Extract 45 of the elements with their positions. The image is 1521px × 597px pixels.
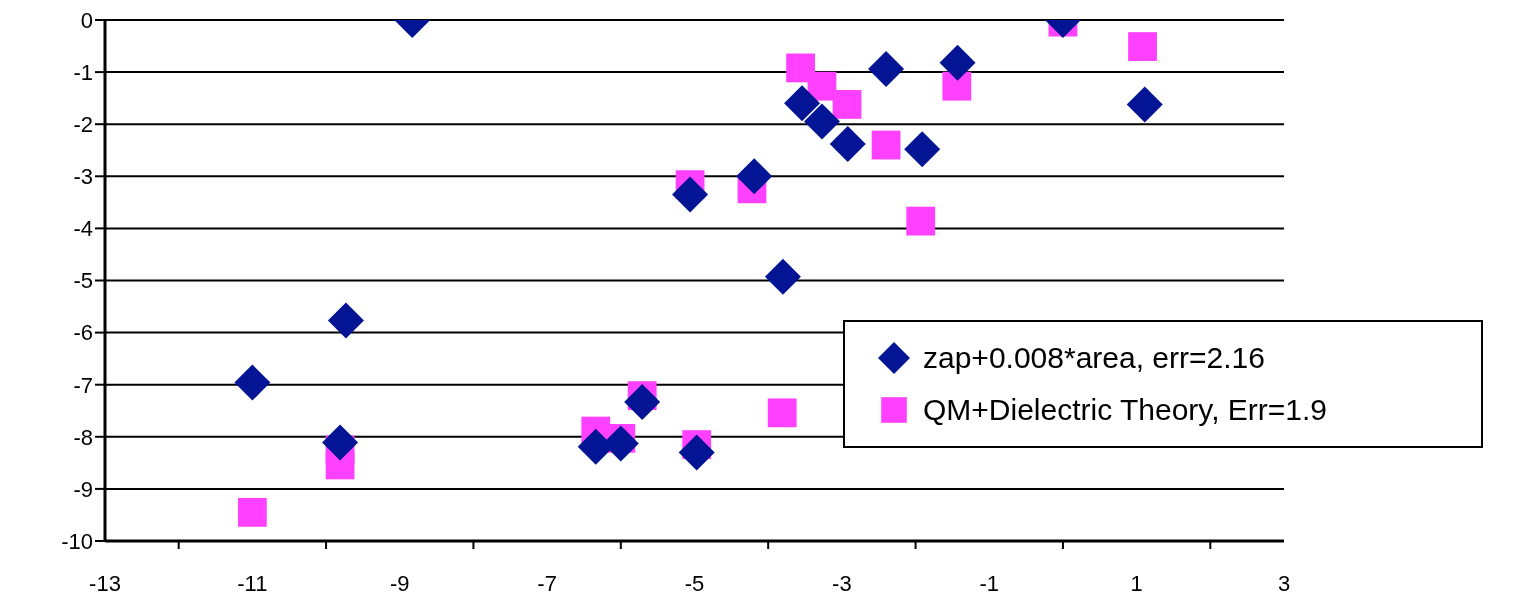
x-tick-label: -7 bbox=[537, 571, 557, 596]
point bbox=[624, 383, 661, 420]
x-tick-label: -9 bbox=[389, 571, 410, 596]
x-tick-label: 3 bbox=[1277, 571, 1291, 596]
point bbox=[234, 364, 271, 401]
y-tick-label: -6 bbox=[73, 320, 93, 346]
point bbox=[767, 398, 797, 428]
y-tick-label: -4 bbox=[73, 216, 93, 242]
legend-label: zap+0.008*area, err=2.16 bbox=[923, 341, 1265, 375]
y-tick-label: -7 bbox=[73, 372, 93, 398]
y-tick-label: -5 bbox=[73, 268, 93, 294]
y-tick-label: -1 bbox=[73, 59, 93, 85]
point bbox=[904, 131, 941, 168]
point bbox=[871, 130, 901, 160]
point bbox=[784, 85, 821, 122]
y-tick-label: -9 bbox=[73, 476, 93, 502]
y-tick-label: -2 bbox=[73, 112, 93, 138]
point bbox=[868, 50, 905, 87]
point bbox=[672, 176, 709, 213]
point bbox=[786, 53, 816, 83]
point bbox=[803, 103, 840, 140]
y-tick-label: -10 bbox=[61, 528, 93, 554]
point bbox=[764, 258, 801, 295]
point bbox=[237, 497, 267, 527]
point bbox=[942, 71, 972, 101]
x-tick-label: -13 bbox=[89, 571, 121, 596]
x-tick-label: -5 bbox=[684, 571, 705, 596]
x-tick-label: 1 bbox=[1130, 571, 1143, 596]
legend-label: QM+Dielectric Theory, Err=1.9 bbox=[923, 393, 1328, 427]
y-tick-label: -3 bbox=[73, 164, 93, 190]
point bbox=[322, 424, 359, 461]
y-tick-label: -8 bbox=[73, 424, 93, 450]
point bbox=[829, 126, 866, 162]
point bbox=[1128, 32, 1157, 61]
y-tick-label: 0 bbox=[80, 7, 93, 33]
point bbox=[832, 90, 862, 119]
point bbox=[939, 44, 976, 81]
point bbox=[906, 206, 936, 236]
point bbox=[327, 302, 364, 339]
point bbox=[678, 434, 715, 471]
point bbox=[736, 158, 773, 195]
x-tick-label: -11 bbox=[237, 571, 268, 596]
point bbox=[1126, 86, 1163, 123]
x-tick-label: -1 bbox=[979, 571, 1000, 596]
x-tick-label: -3 bbox=[832, 571, 852, 596]
